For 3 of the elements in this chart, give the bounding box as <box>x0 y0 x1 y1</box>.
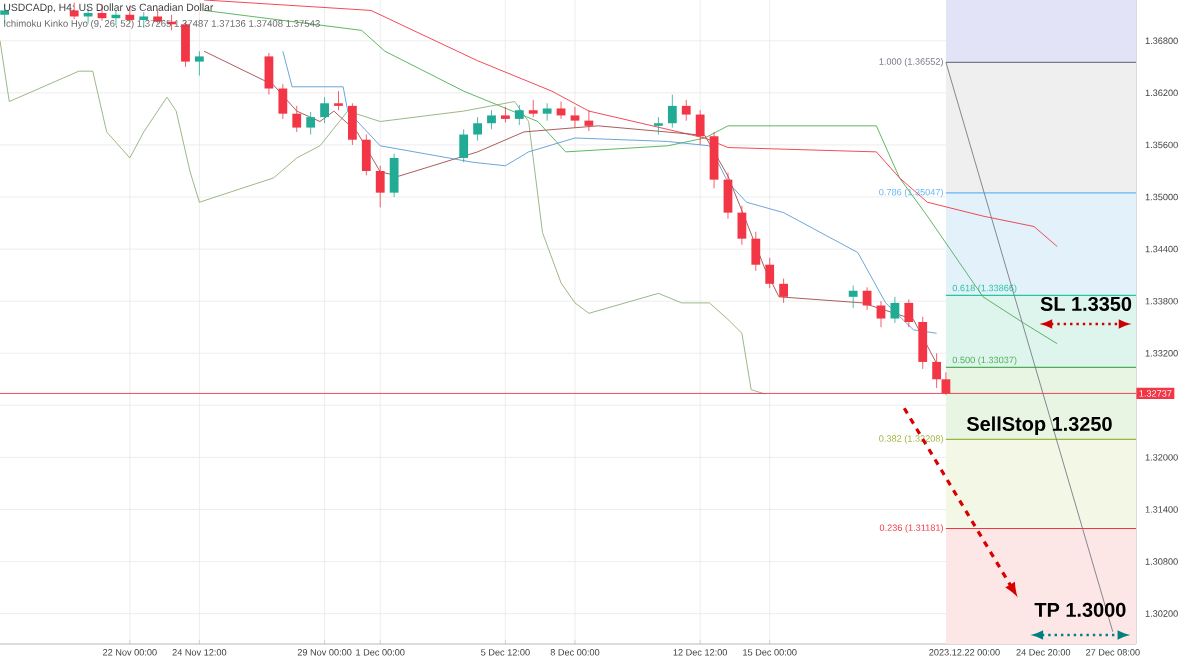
annotation: TP 1.3000 <box>1034 602 1126 617</box>
annotation: SL 1.3350 <box>1040 296 1132 312</box>
annotation: SellStop 1.3250 <box>966 416 1112 435</box>
